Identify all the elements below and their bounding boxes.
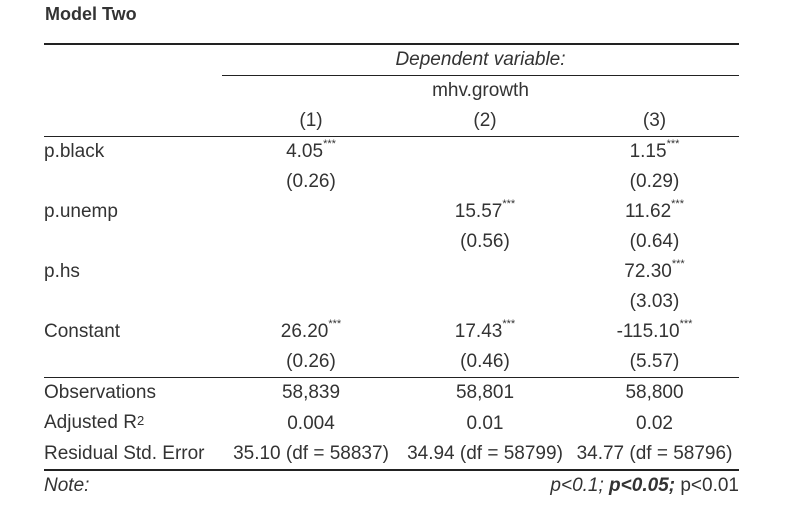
- coef-value: 11.62: [625, 201, 672, 222]
- stat-cell: 58,801: [400, 377, 570, 408]
- header-row-variable: mhv.growth: [44, 76, 739, 107]
- column-header-1: (1): [299, 110, 323, 131]
- coef-cell: [222, 197, 400, 227]
- row-label: Residual Std. Error: [44, 443, 205, 464]
- se-cell: (0.46): [460, 351, 510, 372]
- se-row-constant: (0.26) (0.46) (5.57): [44, 347, 739, 378]
- r2-superscript: 2: [136, 413, 145, 428]
- stat-cell: 34.94 (df = 58799): [407, 443, 563, 464]
- note-row: Note: p<0.1; p<0.05; p<0.01: [44, 469, 739, 501]
- coef-value: 17.43: [454, 321, 503, 342]
- stat-cell: 58,839: [222, 377, 400, 408]
- significance-note: p<0.1; p<0.05; p<0.01: [222, 469, 739, 501]
- coef-value: 26.20: [280, 321, 329, 342]
- row-label: [44, 167, 222, 197]
- coef-cell: 26.20***: [222, 317, 400, 347]
- stat-cell: 0.004: [287, 412, 335, 434]
- page-title: Model Two: [45, 4, 137, 24]
- se-cell: (0.26): [286, 351, 336, 372]
- se-row-p-black: (0.26) (0.29): [44, 167, 739, 197]
- se-cell: [400, 287, 570, 317]
- dependent-variable-label: Dependent variable:: [222, 43, 739, 76]
- se-row-p-unemp: (0.56) (0.64): [44, 227, 739, 257]
- row-label: [44, 287, 222, 317]
- dependent-variable-name: mhv.growth: [432, 80, 529, 101]
- note-p2: p<0.05;: [609, 475, 676, 496]
- column-header-3: (3): [642, 110, 667, 131]
- stats-row-observations: Observations 58,839 58,801 58,800: [44, 377, 739, 408]
- significance-stars: ***: [679, 317, 693, 330]
- row-label: [44, 347, 222, 378]
- stat-cell: 0.02: [636, 412, 673, 434]
- header-blank-cell: [44, 106, 222, 137]
- stats-row-adjusted-r2: Adjusted R2 0.004 0.01 0.02: [44, 408, 739, 439]
- coef-cell: [400, 136, 570, 167]
- coef-cell: -115.10***: [570, 317, 739, 347]
- se-cell: (0.64): [629, 231, 680, 252]
- coef-cell: [400, 257, 570, 287]
- stat-cell: 34.77 (df = 58796): [576, 443, 733, 464]
- note-label: Note:: [44, 469, 222, 501]
- regression-table: Dependent variable: mhv.growth (1) (2) (…: [44, 43, 739, 501]
- se-cell: (0.26): [286, 171, 336, 192]
- row-label: Constant: [44, 321, 121, 342]
- se-cell: [222, 227, 400, 257]
- row-label: [44, 227, 222, 257]
- header-row-dependent: Dependent variable:: [44, 43, 739, 76]
- coef-row-p-unemp: p.unemp 15.57*** 11.62***: [44, 197, 739, 227]
- coef-value: 72.30: [624, 261, 672, 282]
- stat-cell: 58,800: [570, 377, 739, 408]
- row-label: Observations: [44, 377, 222, 408]
- row-label: p.hs: [44, 261, 80, 282]
- se-cell: (0.56): [460, 231, 510, 252]
- significance-stars: ***: [671, 257, 685, 270]
- significance-stars: ***: [328, 317, 342, 330]
- header-blank-cell: [44, 76, 222, 107]
- coef-cell: [222, 257, 400, 287]
- header-row-columns: (1) (2) (3): [44, 106, 739, 137]
- se-cell: (0.29): [629, 171, 680, 192]
- significance-stars: ***: [323, 137, 336, 150]
- adjusted-r-label: Adjusted R: [44, 412, 137, 433]
- header-blank-cell: [44, 43, 222, 76]
- coef-cell: 72.30***: [570, 257, 739, 287]
- row-label: Adjusted R2: [44, 408, 222, 439]
- coef-value: 4.05: [286, 141, 324, 162]
- se-cell: (3.03): [629, 291, 680, 312]
- se-cell: [222, 287, 400, 317]
- coef-cell: 15.57***: [400, 197, 570, 227]
- coef-value: -115.10: [616, 321, 680, 342]
- significance-stars: ***: [502, 317, 516, 330]
- significance-stars: ***: [502, 197, 516, 210]
- se-row-p-hs: (3.03): [44, 287, 739, 317]
- column-header-2: (2): [473, 110, 497, 131]
- stat-cell: 35.10 (df = 58837): [233, 443, 389, 464]
- coef-row-constant: Constant 26.20*** 17.43*** -115.10***: [44, 317, 739, 347]
- coef-value: 1.15: [629, 141, 667, 162]
- row-label: p.unemp: [44, 201, 118, 222]
- coef-row-p-black: p.black 4.05*** 1.15***: [44, 136, 739, 167]
- note-p1: p<0.1;: [550, 475, 604, 496]
- significance-stars: ***: [671, 197, 684, 210]
- coef-cell: 11.62***: [570, 197, 739, 227]
- coef-value: 15.57: [454, 201, 503, 222]
- note-p3: p<0.01: [680, 475, 739, 496]
- coef-row-p-hs: p.hs 72.30***: [44, 257, 739, 287]
- stat-cell: 0.01: [466, 412, 504, 434]
- coef-cell: 4.05***: [222, 136, 400, 167]
- se-cell: (5.57): [629, 351, 680, 372]
- significance-stars: ***: [666, 137, 680, 150]
- se-cell: [400, 167, 570, 197]
- stats-row-residual-std-error: Residual Std. Error 35.10 (df = 58837) 3…: [44, 439, 739, 470]
- coef-cell: 17.43***: [400, 317, 570, 347]
- row-label: p.black: [44, 136, 222, 167]
- coef-cell: 1.15***: [570, 136, 739, 167]
